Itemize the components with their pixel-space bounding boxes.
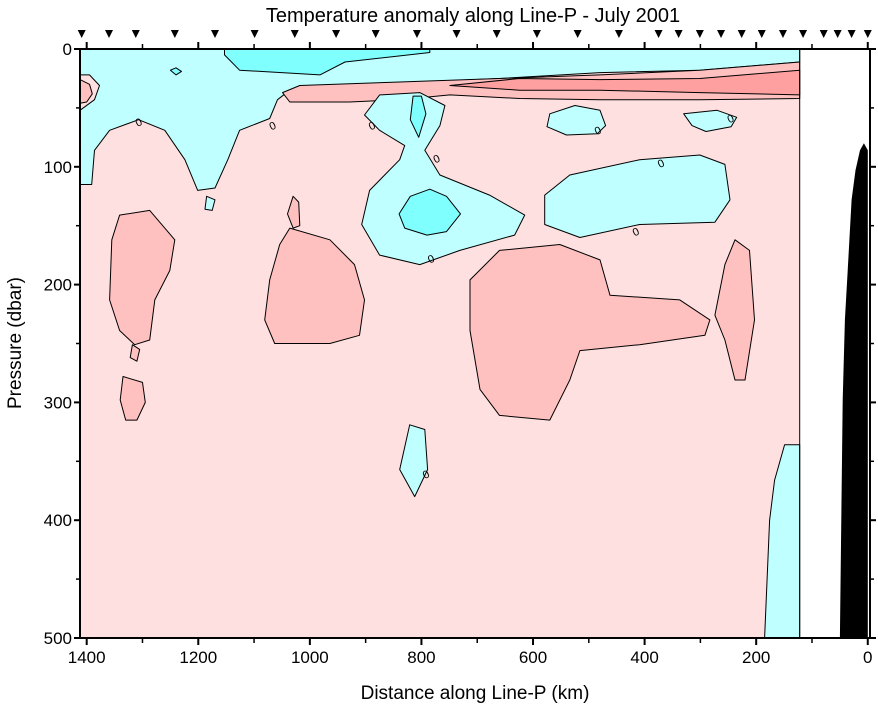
contour-zero-label: 0	[726, 113, 737, 126]
station-marker-icon	[717, 30, 726, 38]
station-marker-icon	[799, 30, 808, 38]
station-marker-icon	[833, 30, 842, 38]
y-tick-label: 300	[44, 393, 72, 412]
contour-region-negative-1	[683, 109, 738, 132]
station-marker-icon	[412, 30, 421, 38]
station-marker-icon	[847, 30, 856, 38]
chart-title: Temperature anomaly along Line-P - July …	[266, 5, 680, 27]
station-marker-icon	[131, 30, 140, 38]
station-marker-icon	[614, 30, 623, 38]
station-marker-icon	[332, 30, 341, 38]
station-marker-icon	[654, 30, 663, 38]
station-marker-icon	[492, 30, 501, 38]
station-marker-icon	[737, 30, 746, 38]
y-tick-label: 200	[44, 276, 72, 295]
contour-zero-label: 0	[134, 116, 145, 129]
contour-zero-label: 0	[631, 226, 642, 239]
station-marker-icon	[170, 30, 179, 38]
x-tick-label: 400	[630, 648, 658, 667]
x-axis-title: Distance along Line-P (km)	[361, 683, 590, 704]
axes: 1400 1200 1000 800 600 400 200 0 0 100 200 300 400 50…	[44, 40, 876, 667]
station-marker-icon	[452, 30, 461, 38]
contour-region-positive-1	[714, 239, 755, 381]
station-marker-icon	[778, 30, 787, 38]
contour-zero-label: 0	[268, 120, 279, 133]
contour-region-negative-2	[169, 67, 182, 76]
contour-region-negative-1	[546, 105, 607, 136]
station-marker-icon	[695, 30, 704, 38]
contour-zero-label: 0	[421, 468, 432, 481]
contour-labels: 0 0 0 0 0 0 0 0 0 0	[134, 113, 737, 482]
contour-region-positive-1	[469, 244, 711, 421]
y-axis-title: Pressure (dbar)	[5, 277, 26, 409]
y-tick-label: 400	[44, 511, 72, 530]
station-marker-icon	[863, 30, 872, 38]
y-tick-label: 500	[44, 629, 72, 648]
contour-fills	[79, 48, 870, 639]
station-marker-icon	[532, 30, 541, 38]
y-tick-label: 100	[44, 158, 72, 177]
contour-region-negative-2	[398, 188, 461, 236]
station-marker-icon	[105, 30, 114, 38]
contour-region-positive-1	[109, 209, 176, 346]
contour-zero-label: 0	[656, 157, 667, 170]
contour-region-negative-1	[204, 195, 216, 211]
contour-region-negative-1	[79, 48, 801, 191]
contour-zero-label: 0	[426, 253, 437, 266]
y-tick-label: 0	[63, 40, 72, 59]
x-tick-label: 1400	[68, 648, 106, 667]
station-marker-icon	[250, 30, 259, 38]
station-marker-icon	[371, 30, 380, 38]
x-tick-label: 200	[742, 648, 770, 667]
x-tick-label: 600	[519, 648, 547, 667]
x-tick-label: 1200	[179, 648, 217, 667]
contour-region-negative-2	[409, 95, 427, 138]
station-marker-icon	[290, 30, 299, 38]
station-marker-icon	[573, 30, 582, 38]
x-tick-label: 0	[863, 648, 872, 667]
contour-region-positive-1	[119, 376, 146, 421]
contour-zero-label: 0	[432, 153, 443, 166]
station-markers	[77, 30, 872, 38]
station-marker-icon	[819, 30, 828, 38]
contour-region-negative-1	[544, 154, 731, 238]
contour-region-negative-1	[399, 424, 429, 498]
contour-region-positive-1	[287, 195, 301, 229]
contour-zero-label: 0	[367, 120, 378, 133]
contour-region-positive-1	[129, 344, 141, 362]
station-marker-icon	[77, 30, 86, 38]
bathymetry	[839, 143, 868, 638]
x-tick-label: 800	[407, 648, 435, 667]
x-tick-label: 1000	[291, 648, 329, 667]
contour-zero-label: 0	[593, 124, 604, 137]
station-marker-icon	[757, 30, 766, 38]
station-marker-icon	[211, 30, 220, 38]
contour-region-positive-1	[264, 227, 365, 344]
station-marker-icon	[674, 30, 683, 38]
